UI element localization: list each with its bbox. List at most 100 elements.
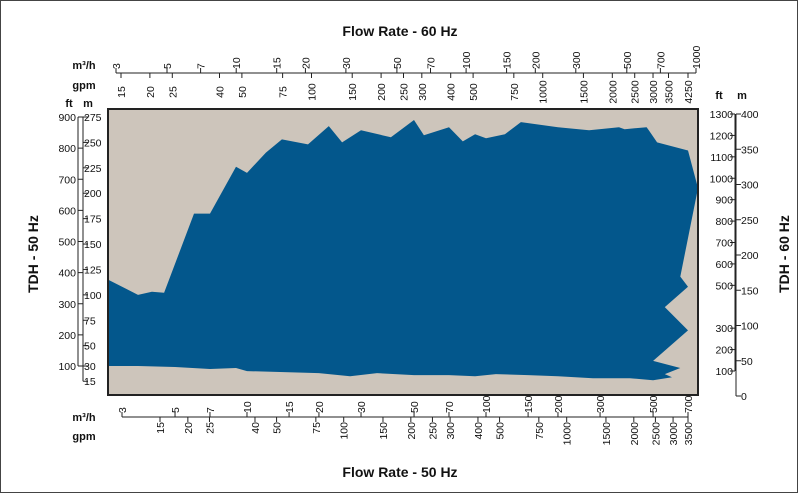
bottom-gpm-tick-label-500: 500 — [495, 422, 507, 440]
bottom-m3h-tick-label-150: 150 — [523, 395, 535, 413]
bottom-gpm-tick-label-75: 75 — [311, 422, 323, 434]
top-gpm-tick-label-2000: 2000 — [607, 80, 619, 104]
bottom-gpm-tick-label-1500: 1500 — [601, 422, 613, 446]
right-m-tick-label-100: 100 — [741, 321, 759, 333]
top-m3h-tick-label-3: 3 — [111, 63, 123, 69]
unit-right-ft: ft — [715, 90, 723, 102]
right-m-tick-label-150: 150 — [741, 285, 759, 297]
left-ft-tick-label-500: 500 — [58, 237, 76, 249]
bottom-gpm-tick-label-25: 25 — [205, 422, 217, 434]
unit-left-ft: ft — [65, 98, 73, 110]
bottom-gpm-tick-label-400: 400 — [473, 422, 485, 440]
top-m3h-tick-label-100: 100 — [461, 51, 473, 69]
top-gpm-tick-label-20: 20 — [145, 86, 157, 98]
ylabel-right: TDH - 60 Hz — [776, 215, 792, 293]
bottom-gpm-tick-label-1000: 1000 — [562, 422, 574, 446]
left-ft-tick-label-100: 100 — [58, 361, 76, 373]
bottom-gpm-tick-label-20: 20 — [183, 422, 195, 434]
left-m-tick-label-30: 30 — [84, 361, 96, 373]
top-gpm-tick-label-250: 250 — [399, 83, 411, 101]
bottom-m3h-tick-label-3: 3 — [117, 407, 129, 413]
right-m-tick-label-300: 300 — [741, 180, 759, 192]
bottom-gpm-tick-label-50: 50 — [272, 422, 284, 434]
top-gpm-tick-label-400: 400 — [446, 83, 458, 101]
unit-bottom-gpm: gpm — [72, 431, 95, 443]
unit-top-gpm: gpm — [72, 80, 95, 92]
left-ft-tick-label-800: 800 — [58, 143, 76, 155]
left-m-tick-label-250: 250 — [84, 137, 102, 149]
left-ft-tick-label-700: 700 — [58, 174, 76, 186]
top-m3h-tick-label-300: 300 — [571, 51, 583, 69]
bottom-m3h-tick-label-30: 30 — [356, 401, 368, 413]
bottom-gpm-tick-label-3500: 3500 — [683, 422, 695, 446]
bottom-m3h-tick-label-700: 700 — [683, 395, 695, 413]
top-gpm-tick-label-500: 500 — [468, 83, 480, 101]
bottom-m3h-tick-label-10: 10 — [242, 401, 254, 413]
left-ft-tick-label-600: 600 — [58, 205, 76, 217]
bottom-gpm-tick-label-15: 15 — [155, 422, 167, 434]
right-m-tick-label-350: 350 — [741, 144, 759, 156]
bottom-m3h-tick-label-15: 15 — [284, 401, 296, 413]
right-ft-tick-label-1200: 1200 — [710, 130, 734, 142]
top-m3h-tick-label-150: 150 — [502, 51, 514, 69]
bottom-gpm-tick-label-100: 100 — [339, 422, 351, 440]
right-ft-tick-label-600: 600 — [715, 259, 733, 271]
top-gpm-tick-label-1000: 1000 — [538, 80, 550, 104]
bottom-m3h-tick-label-20: 20 — [314, 401, 326, 413]
top-gpm-tick-label-15: 15 — [116, 86, 128, 98]
title-bottom: Flow Rate - 50 Hz — [342, 464, 457, 480]
left-m-tick-label-125: 125 — [84, 264, 102, 276]
top-m3h-tick-label-700: 700 — [655, 51, 667, 69]
right-ft-tick-label-700: 700 — [715, 238, 733, 250]
unit-bottom-m3h: m³/h — [72, 412, 96, 424]
left-m-tick-label-100: 100 — [84, 290, 102, 302]
top-m3h-tick-label-1000: 1000 — [691, 45, 703, 69]
top-m3h-tick-label-10: 10 — [231, 57, 243, 69]
unit-top-m3h: m³/h — [72, 60, 96, 72]
bottom-gpm-tick-label-40: 40 — [250, 422, 262, 434]
left-m-tick-label-175: 175 — [84, 214, 102, 226]
top-m3h-tick-label-7: 7 — [196, 63, 208, 69]
left-m-tick-label-75: 75 — [84, 315, 96, 327]
left-m-tick-label-15: 15 — [84, 376, 96, 388]
top-gpm-tick-label-200: 200 — [376, 83, 388, 101]
right-ft-tick-label-500: 500 — [715, 280, 733, 292]
right-m-tick-label-400: 400 — [741, 109, 759, 121]
left-m-tick-label-50: 50 — [84, 341, 96, 353]
right-ft-tick-label-1100: 1100 — [710, 152, 733, 164]
left-m-tick-label-225: 225 — [84, 163, 102, 175]
top-gpm-tick-label-75: 75 — [278, 86, 290, 98]
bottom-gpm-tick-label-150: 150 — [378, 422, 390, 440]
top-gpm-tick-label-3000: 3000 — [648, 80, 660, 104]
plot-border — [107, 108, 699, 396]
left-m-tick-label-275: 275 — [84, 112, 102, 124]
unit-right-m: m — [737, 90, 747, 102]
bottom-m3h-tick-label-100: 100 — [481, 395, 493, 413]
top-gpm-tick-label-50: 50 — [237, 86, 249, 98]
left-m-tick-label-150: 150 — [84, 239, 102, 251]
right-ft-tick-label-200: 200 — [715, 345, 733, 357]
top-m3h-tick-label-50: 50 — [392, 57, 404, 69]
right-ft-tick-label-300: 300 — [715, 323, 733, 335]
left-ft-tick-label-900: 900 — [58, 112, 76, 124]
bottom-m3h-tick-label-70: 70 — [444, 401, 456, 413]
bottom-m3h-tick-label-500: 500 — [648, 395, 660, 413]
bottom-gpm-tick-label-200: 200 — [406, 422, 418, 440]
top-gpm-tick-label-3500: 3500 — [664, 80, 676, 104]
right-m-tick-label-200: 200 — [741, 250, 759, 262]
top-m3h-tick-label-15: 15 — [272, 57, 284, 69]
left-ft-tick-label-400: 400 — [58, 268, 76, 280]
bottom-gpm-tick-label-750: 750 — [534, 422, 546, 440]
top-m3h-tick-label-200: 200 — [530, 51, 542, 69]
coverage-area — [108, 120, 698, 381]
left-ft-tick-label-200: 200 — [58, 330, 76, 342]
bottom-m3h-tick-label-200: 200 — [553, 395, 565, 413]
top-m3h-tick-label-500: 500 — [622, 51, 634, 69]
top-gpm-tick-label-100: 100 — [307, 83, 319, 101]
left-ft-tick-label-300: 300 — [58, 299, 76, 311]
bottom-m3h-tick-label-300: 300 — [595, 395, 607, 413]
top-gpm-tick-label-25: 25 — [167, 86, 179, 98]
top-m3h-tick-label-30: 30 — [341, 57, 353, 69]
